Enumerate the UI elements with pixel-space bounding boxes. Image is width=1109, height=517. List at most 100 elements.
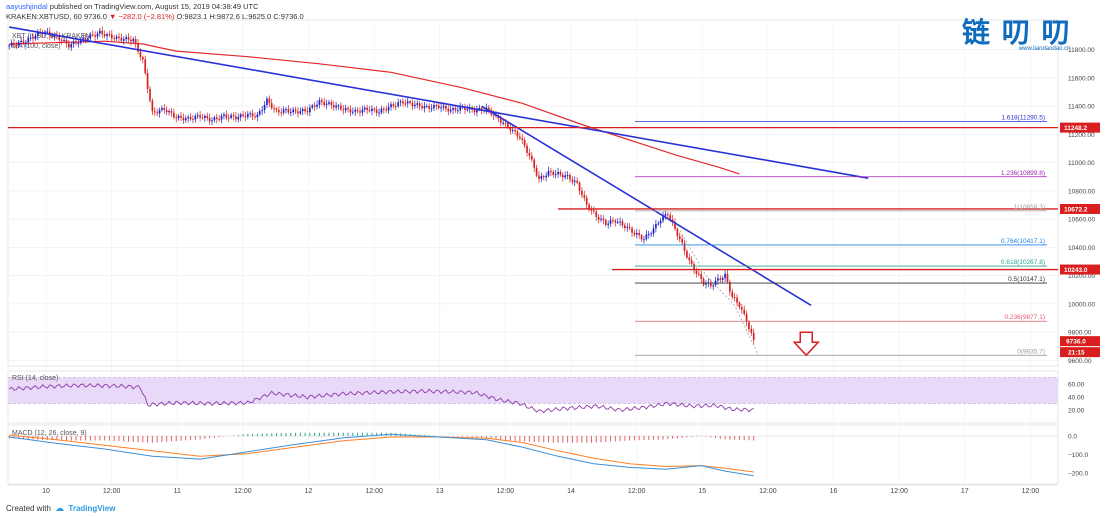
candle-body <box>554 174 557 176</box>
fib-level-label: 0.236(9877.1) <box>1005 314 1045 321</box>
candle-body <box>712 285 715 287</box>
y-tick-label: 9600.00 <box>1068 358 1092 365</box>
candle-body <box>521 138 524 141</box>
x-tick-label: 12:00 <box>497 488 515 495</box>
tradingview-link[interactable]: TradingView <box>68 504 116 513</box>
x-tick-label: 15 <box>698 488 706 495</box>
candle-body <box>464 106 466 110</box>
candle-body <box>316 104 318 107</box>
rsi-tick-label: 40.00 <box>1068 395 1085 402</box>
candle-body <box>456 110 459 112</box>
candle-body <box>187 116 190 119</box>
candle-body <box>96 33 99 37</box>
candle-body <box>165 109 168 113</box>
candle-body <box>676 228 679 237</box>
resistance-label-box <box>1060 264 1100 275</box>
candle-body <box>349 109 352 113</box>
resistance-label: 11248.2 <box>1064 125 1088 132</box>
author-link[interactable]: aayushjindal <box>6 2 48 11</box>
candle-body <box>640 235 643 240</box>
grid <box>7 19 1059 485</box>
candle-body <box>375 109 378 113</box>
trendline-minor <box>481 105 812 306</box>
x-tick-label: 13 <box>436 488 444 495</box>
candle-body <box>702 278 705 285</box>
candle-body <box>347 107 349 110</box>
candle-body <box>733 297 736 299</box>
candle-body <box>120 37 123 41</box>
candle-body <box>313 105 316 107</box>
resistance-label-box <box>1060 122 1100 133</box>
candle-body <box>557 171 559 175</box>
candle-body <box>340 105 342 110</box>
rsi-tick-label: 60.00 <box>1068 382 1085 389</box>
candle-body <box>25 42 27 44</box>
candle-body <box>146 73 149 89</box>
candle-body <box>196 115 199 117</box>
x-tick-label: 12:00 <box>365 488 383 495</box>
candle-body <box>91 34 94 36</box>
x-tick-label: 14 <box>567 488 575 495</box>
candle-body <box>614 220 617 223</box>
fib-guide-line <box>679 230 759 356</box>
candle-body <box>476 109 478 113</box>
candle-body <box>342 109 345 111</box>
axes: 10 12:00 11 12:00 12 12:00 13 12:00 14 12:00 15 12:… <box>8 47 1100 495</box>
candle-body <box>318 100 321 105</box>
candle-body <box>189 116 192 120</box>
candle-body <box>75 41 77 44</box>
candle-body <box>533 159 536 168</box>
candle-body <box>170 110 173 113</box>
candle-body <box>425 105 428 107</box>
candle-body <box>270 103 273 109</box>
candle-body <box>378 112 380 114</box>
candle-body <box>626 227 629 229</box>
macd-signal-line <box>9 434 754 473</box>
candle-body <box>750 328 753 333</box>
candle-body <box>363 107 366 110</box>
candle-body <box>698 273 700 275</box>
candle-body <box>516 131 519 137</box>
publish-date: published on TradingView.com, August 15,… <box>49 2 259 11</box>
candle-body <box>609 220 612 224</box>
candle-body <box>631 228 633 233</box>
candle-body <box>454 108 457 111</box>
fib-level-label: 0.618(10267.8) <box>1001 259 1045 266</box>
candle-body <box>275 108 278 110</box>
candle-body <box>89 34 92 39</box>
fib-level-label: 1(10658.3) <box>1014 204 1045 211</box>
candle-body <box>423 106 426 109</box>
candle-body <box>695 270 698 274</box>
candle-body <box>721 278 724 280</box>
countdown-box <box>1060 347 1100 358</box>
resistance-label: 10672.2 <box>1064 206 1088 213</box>
candle-body <box>404 103 407 105</box>
candle-body <box>201 117 204 119</box>
candle-body <box>669 215 672 220</box>
candle-body <box>502 122 505 124</box>
candle-body <box>44 31 46 34</box>
candle-body <box>509 127 512 131</box>
candle-body <box>729 281 731 292</box>
candle-body <box>390 104 392 108</box>
candle-body <box>204 115 206 118</box>
candle-body <box>258 111 261 115</box>
candle-body <box>244 115 247 118</box>
ohlc-values: O:9823.1 H:9872.6 L:9625.0 C:9736.0 <box>176 12 304 21</box>
candle-body <box>499 118 502 123</box>
candle-body <box>578 182 581 191</box>
candle-body <box>528 152 531 156</box>
candle-body <box>514 129 516 132</box>
candle-body <box>125 37 127 40</box>
candle-body <box>206 115 209 119</box>
candle-body <box>731 291 734 298</box>
candle-body <box>354 109 357 112</box>
y-tick-label: 10200.00 <box>1068 273 1095 280</box>
candle-body <box>134 38 137 44</box>
ma-label: MA (100, close) <box>12 43 61 50</box>
candle-body <box>10 42 13 46</box>
fib-level-label: 0.5(10147.1) <box>1008 276 1045 283</box>
candle-body <box>58 36 61 41</box>
candle-body <box>282 109 285 113</box>
